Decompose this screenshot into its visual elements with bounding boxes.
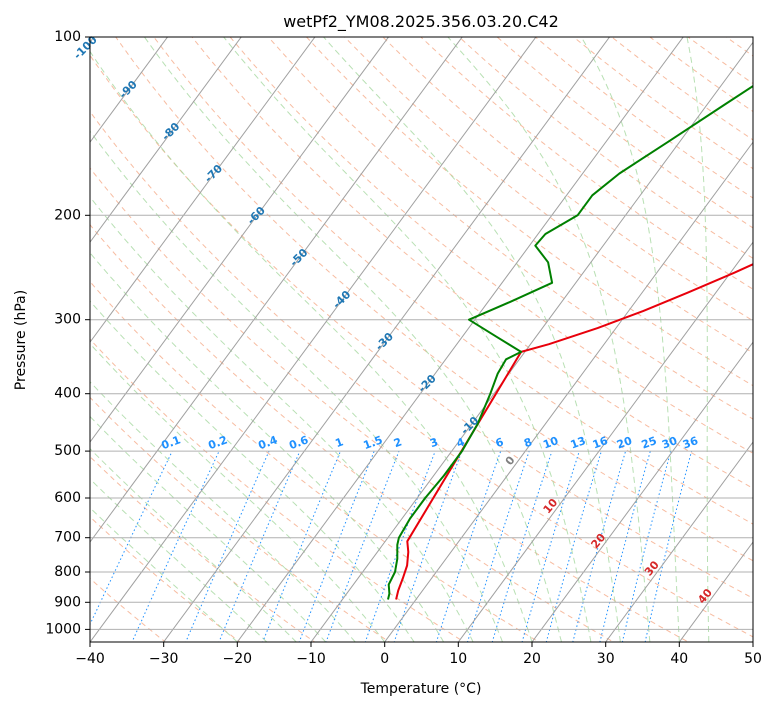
isotherm-line — [678, 541, 753, 642]
moist-adiabat-line — [90, 478, 268, 642]
isotherm-line — [90, 37, 463, 543]
dry-adiabat-line — [343, 37, 753, 354]
y-tick-label: 900 — [54, 594, 81, 610]
mixing-ratio-label: 2 — [392, 435, 404, 450]
profile-lines — [387, 84, 753, 600]
y-tick-label: 1000 — [45, 621, 81, 637]
mixing-ratio-label: 10 — [541, 434, 560, 452]
dry-adiabat-line — [90, 280, 540, 642]
grid-lines — [90, 37, 753, 642]
mixing-ratio-labels: 0.1 0.2 0.4 0.6 1 1.5 2 3 4 6 8 10 13 16 20 25 30 36 — [160, 433, 701, 452]
y-tick-label: 600 — [54, 490, 81, 506]
mixing-ratio-label: 20 — [615, 434, 634, 452]
y-tick-label: 100 — [54, 29, 81, 45]
moist-adiabat-line — [447, 37, 651, 642]
x-axis-label: Temperature (°C) — [360, 681, 482, 697]
isotherm-line — [236, 37, 684, 642]
y-tick-label: 400 — [54, 386, 81, 402]
isotherm-line — [90, 37, 537, 642]
moist-adiabat-line — [90, 130, 503, 642]
moist-adiabat-line — [90, 50, 533, 642]
dry-adiabat-line — [90, 455, 316, 642]
dewpoint-line — [387, 84, 753, 600]
y-tick-label: 700 — [54, 530, 81, 546]
x-tick-label: 30 — [597, 651, 615, 667]
mixing-ratio-label: 36 — [681, 434, 700, 452]
mixing-ratio-label: 0.4 — [257, 433, 280, 452]
moist-adiabat-line — [323, 37, 621, 642]
isotherm-line — [90, 37, 242, 244]
plot-frame — [89, 36, 754, 643]
x-axis-ticks: −40 −30 −20 −10 0 10 20 30 40 50 — [75, 642, 762, 667]
dry-adiabat-line — [90, 338, 466, 642]
mixing-ratio-label: 13 — [569, 434, 588, 451]
y-axis-label: Pressure (hPa) — [13, 290, 29, 390]
y-tick-label: 300 — [54, 312, 81, 328]
y-tick-label: 500 — [54, 443, 81, 459]
y-tick-label: 800 — [54, 564, 81, 580]
moist-adiabat-line — [580, 37, 680, 642]
isotherm-line — [531, 341, 753, 642]
x-tick-label: −10 — [296, 651, 326, 667]
dry-adiabat-line — [90, 223, 615, 642]
dry-adiabat-line — [191, 37, 753, 489]
x-tick-label: 40 — [670, 651, 688, 667]
x-tick-label: 50 — [744, 651, 762, 667]
y-tick-label: 200 — [54, 207, 81, 223]
moist-adiabat-line — [90, 507, 238, 642]
x-tick-label: −40 — [75, 651, 105, 667]
moist-adiabat-line — [90, 381, 356, 642]
chart-title: wetPf2_YM08.2025.356.03.20.C42 — [283, 12, 559, 32]
mixing-ratio-label: 25 — [640, 434, 659, 451]
isotherm-line — [457, 241, 753, 642]
moist-adiabat-line — [90, 252, 445, 642]
isotherm-line — [90, 37, 390, 443]
mixing-ratio-label: 8 — [522, 435, 534, 450]
y-axis-ticks: 100 200 300 400 500 600 700 800 900 1000 — [45, 29, 90, 637]
mixing-ratio-label: 30 — [660, 434, 679, 452]
isotherm-line — [90, 37, 316, 344]
dry-adiabat-line — [90, 167, 690, 642]
dry-adiabat-line — [90, 110, 753, 638]
x-tick-label: 20 — [523, 651, 541, 667]
mixing-ratio-label: 1 — [333, 435, 345, 450]
mixing-ratio-label: 0.1 — [160, 433, 183, 452]
moist-adiabat-line — [90, 300, 415, 642]
mixing-ratio-label: 16 — [591, 434, 610, 452]
mixing-ratio-label: 3 — [428, 435, 440, 450]
isotherm-line — [384, 141, 753, 642]
moist-adiabat-line — [90, 342, 386, 642]
mixing-ratio-label: 6 — [494, 435, 506, 450]
isotherm-line — [310, 41, 753, 642]
dry-adiabat-line — [90, 396, 391, 642]
mixing-ratio-label: 1.5 — [362, 433, 385, 452]
dry-adiabat-line — [90, 54, 753, 599]
isotherm-line — [163, 37, 611, 642]
mixing-ratio-label: 0.2 — [207, 433, 230, 452]
temperature-line — [395, 263, 753, 600]
x-tick-label: 10 — [449, 651, 467, 667]
moist-adiabat-line — [90, 447, 297, 642]
moist-adiabat-line — [90, 415, 327, 642]
x-tick-label: −20 — [223, 651, 253, 667]
moist-adiabat-line — [686, 37, 710, 642]
moist-adiabat-line — [143, 37, 562, 642]
mixing-ratio-label: 0.6 — [287, 433, 310, 452]
dry-adiabat-line — [90, 577, 167, 642]
dry-adiabat-line — [267, 37, 753, 420]
mixing-ratio-label: 4 — [455, 435, 467, 450]
isotherm-line — [90, 37, 169, 144]
x-tick-label: 0 — [380, 651, 389, 667]
x-tick-label: −30 — [149, 651, 179, 667]
isotherm-line — [605, 441, 753, 642]
moist-adiabat-line — [223, 37, 592, 642]
dry-adiabat-line — [420, 37, 753, 290]
